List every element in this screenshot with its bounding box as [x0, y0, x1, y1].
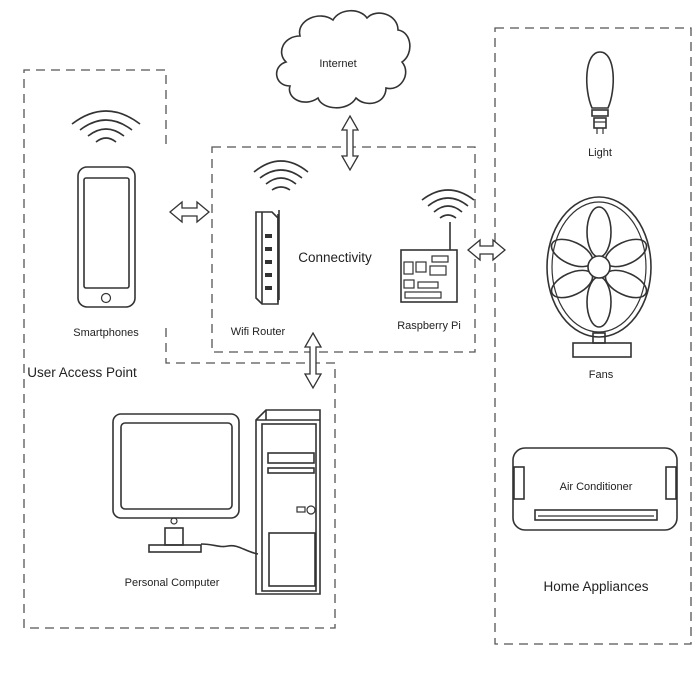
cloud-icon [275, 9, 411, 109]
monitor-cable [200, 543, 259, 555]
smartphones-label: Smartphones [73, 327, 139, 339]
monitor-icon [112, 413, 240, 553]
router-icon [255, 210, 280, 305]
home-appliances-label: Home Appliances [543, 579, 648, 594]
connectivity-label: Connectivity [298, 250, 372, 265]
wifi-router-label: Wifi Router [231, 326, 286, 338]
light-label: Light [588, 147, 612, 159]
air-conditioner-label: Air Conditioner [560, 481, 633, 493]
fans-label: Fans [589, 369, 614, 381]
tower-pc-icon [255, 409, 321, 595]
bulb-icon [585, 51, 615, 134]
double-arrow-icon [340, 114, 360, 172]
wifi-icon [71, 110, 141, 143]
air-conditioner-icon [512, 447, 678, 531]
smartphone-icon [77, 166, 136, 308]
fan-icon [546, 196, 652, 358]
raspberry-pi-label: Raspberry Pi [397, 320, 461, 332]
user-access-point-boundary [23, 69, 336, 629]
internet-label: Internet [319, 58, 356, 70]
home-appliances-boundary [494, 27, 692, 645]
double-arrow-icon [303, 331, 323, 390]
personal-computer-label: Personal Computer [125, 577, 220, 589]
user-access-point-label: User Access Point [27, 365, 137, 380]
raspberry-pi-icon [400, 222, 458, 303]
double-arrow-icon [168, 200, 211, 224]
wifi-icon [421, 189, 475, 219]
double-arrow-icon [466, 238, 507, 262]
wifi-icon [253, 160, 309, 191]
